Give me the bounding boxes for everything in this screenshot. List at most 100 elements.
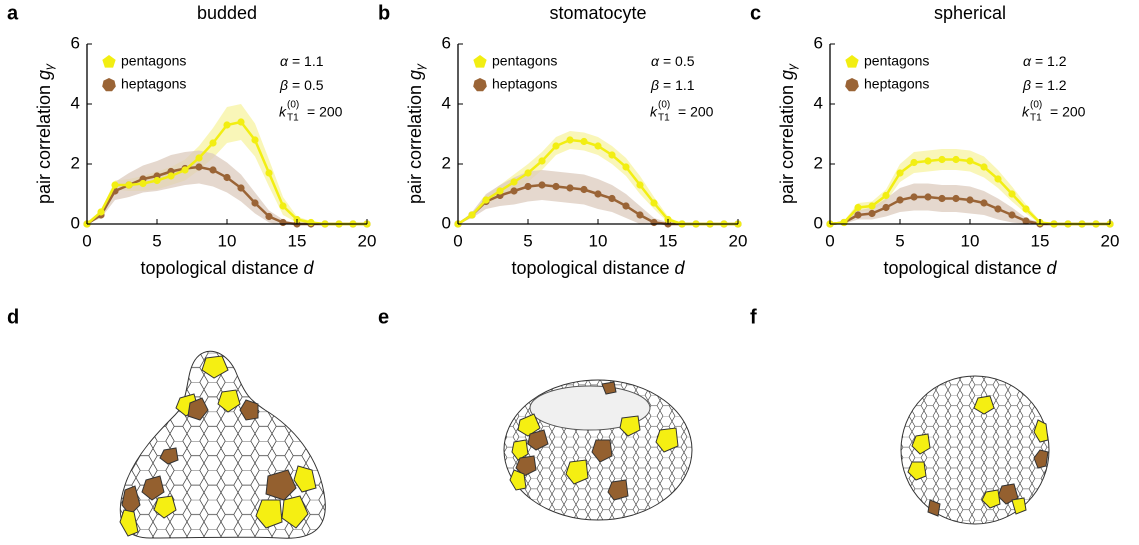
data-point: [622, 202, 630, 210]
parameter-symbol: β: [1022, 77, 1031, 93]
data-point: [980, 199, 988, 207]
y-tick-label: 0: [442, 213, 451, 232]
error-band: [830, 149, 1110, 224]
y-label-symbol: g: [34, 70, 54, 80]
x-tick-label: 15: [1031, 231, 1050, 250]
x-tick-label: 15: [288, 231, 307, 250]
x-axis-label: topological distance d: [140, 258, 314, 278]
data-point: [566, 184, 574, 192]
data-point: [496, 187, 504, 195]
panel-letter: a: [7, 2, 19, 24]
data-point: [636, 211, 644, 219]
data-point: [994, 205, 1002, 213]
x-tick-label: 0: [82, 231, 91, 250]
data-point: [924, 157, 932, 165]
y-tick-label: 6: [71, 33, 80, 52]
y-label-sub: γ: [42, 63, 56, 70]
parameter: α = 1.1: [280, 53, 324, 69]
k-sup: (0): [658, 100, 670, 111]
data-point: [580, 137, 588, 146]
x-tick-label: 10: [589, 231, 608, 250]
data-point: [910, 158, 918, 167]
data-point: [552, 182, 560, 191]
data-point: [650, 199, 658, 207]
chart-title: stomatocyte: [549, 3, 646, 23]
legend-marker: [473, 78, 487, 92]
data-point: [223, 173, 231, 182]
data-point: [195, 154, 203, 162]
data-point: [952, 155, 960, 164]
legend-label: heptagons: [864, 76, 929, 92]
data-point: [566, 136, 574, 144]
data-point: [538, 157, 546, 165]
x-tick-label: 20: [358, 231, 377, 250]
data-point: [980, 163, 988, 171]
data-point: [125, 181, 133, 189]
parameter-symbol: α: [280, 53, 289, 69]
parameter: β = 1.1: [650, 77, 695, 93]
data-point: [580, 185, 588, 194]
k-sub: T1: [1030, 113, 1042, 124]
parameter-value: = 1.2: [1035, 77, 1067, 93]
data-point: [650, 218, 658, 227]
data-point: [209, 139, 217, 147]
y-tick-label: 2: [814, 153, 823, 172]
y-tick-label: 0: [814, 213, 823, 232]
y-label-text: pair correlation: [777, 85, 797, 204]
data-point: [896, 196, 904, 204]
x-tick-label: 20: [1101, 231, 1120, 250]
data-point: [910, 193, 918, 201]
parameter: β = 1.2: [1022, 77, 1067, 93]
data-point: [279, 202, 287, 210]
x-tick-label: 0: [453, 231, 462, 250]
data-point: [840, 218, 848, 227]
x-label-text: topological distance: [511, 258, 669, 278]
data-point: [1008, 190, 1016, 198]
legend-label: pentagons: [492, 53, 557, 69]
chart-title: budded: [197, 3, 257, 23]
y-label-sub: γ: [413, 63, 427, 70]
panel-b: b stomatocyte 0 2 4 6 0 5 10 15 20 topological dist…: [378, 2, 747, 277]
x-tick-label: 5: [895, 231, 904, 250]
legend-label: heptagons: [121, 76, 186, 92]
legend-label: pentagons: [864, 53, 929, 69]
data-point: [938, 155, 946, 164]
data-point: [938, 194, 946, 203]
data-point: [468, 211, 476, 219]
data-point: [307, 218, 315, 227]
y-tick-label: 6: [814, 33, 823, 52]
parameter: α = 0.5: [651, 53, 695, 69]
data-point: [167, 172, 175, 180]
k-symbol: k: [1022, 104, 1030, 120]
parameter-symbol: β: [279, 77, 288, 93]
chart-title: spherical: [934, 3, 1006, 23]
k-value: = 200: [307, 104, 343, 120]
legend-marker: [845, 78, 859, 92]
parameter-symbol: α: [651, 53, 660, 69]
y-tick-label: 4: [442, 93, 451, 112]
x-axis-label: topological distance d: [883, 258, 1057, 278]
x-label-text: topological distance: [140, 258, 298, 278]
parameter: β = 0.5: [279, 77, 324, 93]
data-point: [622, 163, 630, 171]
x-label-symbol: d: [1047, 258, 1058, 278]
y-tick-label: 4: [71, 93, 80, 112]
data-point: [524, 182, 532, 191]
mesh-stomatocyte: [503, 379, 693, 521]
y-label-text: pair correlation: [34, 85, 54, 204]
x-tick-label: 20: [729, 231, 748, 250]
panel-letter: d: [7, 306, 19, 328]
data-point: [153, 176, 161, 185]
data-point: [924, 193, 932, 201]
data-point: [952, 194, 960, 203]
k-sup: (0): [287, 100, 299, 111]
data-point: [608, 194, 616, 203]
k-sub: T1: [658, 113, 670, 124]
data-point: [237, 118, 245, 126]
y-tick-label: 6: [442, 33, 451, 52]
x-label-symbol: d: [675, 258, 686, 278]
data-point: [966, 157, 974, 165]
data-point: [139, 179, 147, 188]
data-point: [882, 191, 890, 200]
data-point: [251, 199, 259, 207]
